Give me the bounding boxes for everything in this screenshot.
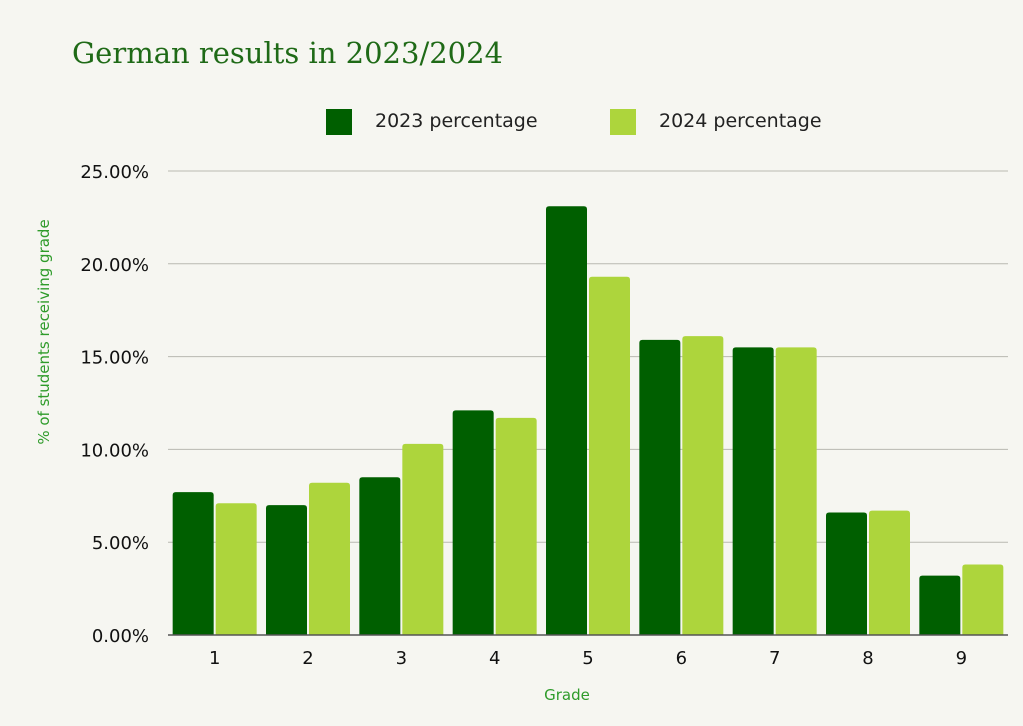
bar-2024-grade-3: [402, 443, 444, 635]
chart-title: German results in 2023/2024: [72, 36, 503, 70]
y-tick-label: 10.00%: [80, 440, 149, 461]
bar-2023-grade-5: [546, 206, 587, 635]
y-tick-label: 5.00%: [92, 533, 149, 554]
bar-2023-grade-8: [826, 512, 867, 635]
bar-2023-grade-1: [172, 492, 214, 635]
legend-swatch-2023: [326, 109, 352, 135]
x-tick-label: 9: [956, 648, 967, 669]
bar-2023-grade-7: [732, 347, 774, 635]
y-axis-label: % of students receiving grade: [35, 219, 53, 444]
x-axis-label: Grade: [544, 686, 590, 704]
legend-label-2024: 2024 percentage: [659, 110, 822, 132]
bar-2023-grade-9: [919, 575, 961, 635]
legend-swatch-2024: [610, 109, 636, 135]
bar-2023-grade-6: [639, 339, 681, 635]
bar-2024-grade-8: [869, 510, 910, 635]
y-tick-label: 25.00%: [80, 162, 149, 183]
x-tick-label: 1: [209, 648, 220, 669]
y-tick-label: 15.00%: [80, 348, 149, 369]
bar-2024-grade-7: [775, 347, 817, 635]
bar-2023-grade-4: [452, 410, 494, 635]
x-tick-label: 5: [582, 648, 593, 669]
y-tick-label: 0.00%: [92, 626, 149, 647]
bar-2024-grade-9: [962, 564, 1004, 635]
x-tick-label: 8: [862, 648, 873, 669]
legend-label-2023: 2023 percentage: [375, 110, 538, 132]
bar-2023-grade-3: [359, 477, 401, 635]
bar-2024-grade-6: [682, 336, 724, 635]
bar-2024-grade-2: [309, 482, 350, 635]
gridlines: [168, 170, 1008, 543]
legend: 2023 percentage 2024 percentage: [326, 109, 822, 135]
bar-2023-grade-2: [266, 505, 307, 635]
x-tick-label: 7: [769, 648, 780, 669]
bars: [172, 206, 1004, 635]
x-axis-ticks: 1 2 3 4 5 6 7 8 9: [209, 648, 967, 669]
x-tick-label: 6: [676, 648, 687, 669]
x-tick-label: 2: [302, 648, 313, 669]
bar-2024-grade-5: [589, 276, 630, 635]
bar-2024-grade-1: [215, 503, 257, 635]
x-tick-label: 3: [396, 648, 407, 669]
y-tick-label: 20.00%: [80, 255, 149, 276]
bar-2024-grade-4: [495, 417, 537, 635]
x-tick-label: 4: [489, 648, 500, 669]
y-axis-ticks: 0.00% 5.00% 10.00% 15.00% 20.00% 25.00%: [80, 162, 149, 647]
